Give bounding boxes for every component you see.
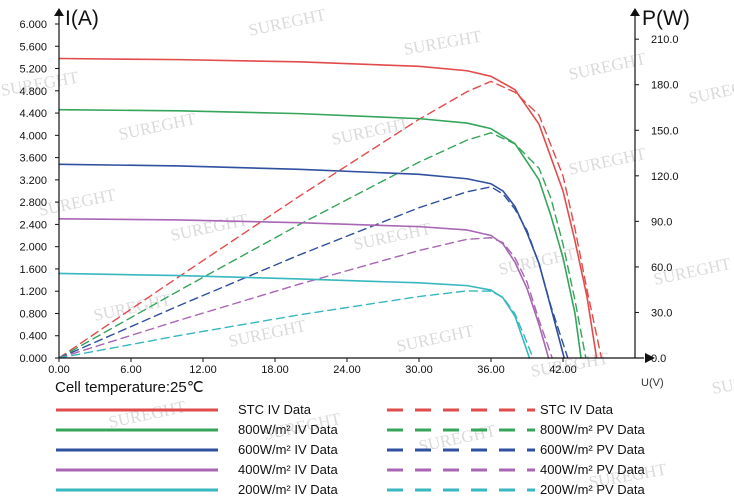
x-tick-label: 0.00 <box>48 364 69 376</box>
x-tick-label: 42.00 <box>549 364 577 376</box>
x-tick-label: 18.00 <box>261 364 289 376</box>
right-tick-label: 60.0 <box>651 262 672 274</box>
watermark-text: SUREGHT <box>330 114 411 149</box>
legend-solid-label-4: 200W/m² IV Data <box>238 482 338 497</box>
right-tick-label: 150.0 <box>651 125 679 137</box>
series-line-0-iv <box>58 57 598 359</box>
right-axis-arrow <box>630 8 640 16</box>
watermark-text: SUREGHT <box>92 290 173 325</box>
x-tick-label: 6.00 <box>120 364 141 376</box>
watermark-text: SUREGHT <box>395 321 476 356</box>
left-tick-label: 2.400 <box>19 219 47 231</box>
right-tick-label: 210.0 <box>651 34 679 46</box>
series-line-4-pv <box>58 290 534 359</box>
right-tick-label: 180.0 <box>651 80 679 92</box>
legend-dashed-label-2: 600W/m² PV Data <box>540 442 646 457</box>
labels: 0.000 0.400 0.800 1.200 1.600 2.000 2.400 2.800… <box>19 7 689 396</box>
left-axis-title: I(A) <box>65 7 99 30</box>
left-tick-label: 6.000 <box>19 19 47 31</box>
series-line-0-pv <box>58 80 603 359</box>
series-line-1-iv <box>58 108 582 359</box>
left-tick-label: 4.800 <box>19 86 47 98</box>
plot-area <box>58 57 603 359</box>
right-tick-label: 120.0 <box>651 171 679 183</box>
x-tick-label: 24.00 <box>333 364 361 376</box>
temperature-note: Cell temperature:25℃ <box>55 379 204 396</box>
left-tick-label: 4.400 <box>19 108 47 120</box>
watermark-text: SUREGHT <box>117 109 198 144</box>
left-tick-label: 0.000 <box>19 353 47 365</box>
axes <box>54 8 655 363</box>
x-axis-title: U(V) <box>641 377 664 389</box>
x-tick-label: 12.00 <box>189 364 217 376</box>
watermark-text: SUREGHT <box>247 5 328 40</box>
legend-solid-label-2: 600W/m² IV Data <box>238 442 338 457</box>
series-line-1-pv <box>58 132 587 359</box>
x-tick-label: 36.00 <box>477 364 505 376</box>
watermark-layer: SUREGHT SUREGHT SUREGHT SUREGHT SUREGHT SUREG… <box>0 5 734 492</box>
right-tick-label: 0.0 <box>651 353 666 365</box>
left-tick-label: 5.200 <box>19 64 47 76</box>
legend-dashed-label-4: 200W/m² PV Data <box>540 482 646 497</box>
series-line-4-iv <box>58 272 531 359</box>
watermark-text: SUREGHT <box>402 27 483 59</box>
legend-dashed-label-3: 400W/m² PV Data <box>540 462 646 477</box>
series-line-2-iv <box>58 163 565 359</box>
watermark-text: SUREGHT <box>687 73 734 108</box>
left-tick-label: 2.000 <box>19 242 47 254</box>
watermark-text: SUREGHT <box>710 366 734 398</box>
legend: STC IV Data STC IV Data 800W/m² IV Data 800… <box>56 402 646 497</box>
left-tick-label: 1.200 <box>19 286 47 298</box>
series-line-2-pv <box>58 186 569 359</box>
left-tick-label: 3.200 <box>19 175 47 187</box>
watermark-text: SUREGHT <box>37 185 118 220</box>
watermark-text: SUREGHT <box>107 397 188 432</box>
left-axis-arrow <box>54 8 64 16</box>
watermark-text: SUREGHT <box>227 316 308 351</box>
left-tick-label: 3.600 <box>19 153 47 165</box>
legend-solid-label-0: STC IV Data <box>238 402 312 417</box>
right-tick-label: 90.0 <box>651 216 672 228</box>
legend-solid-label-3: 400W/m² IV Data <box>238 462 338 477</box>
left-tick-label: 0.800 <box>19 308 47 320</box>
x-axis-arrow <box>645 353 655 363</box>
legend-dashed-label-0: STC IV Data <box>540 402 614 417</box>
left-tick-label: 1.600 <box>19 264 47 276</box>
series-line-3-pv <box>58 237 553 359</box>
left-tick-label: 0.400 <box>19 331 47 343</box>
x-tick-label: 30.00 <box>405 364 433 376</box>
watermark-text: SUREGHT <box>567 144 648 179</box>
left-tick-label: 5.600 <box>19 41 47 53</box>
left-tick-label: 2.800 <box>19 197 47 209</box>
watermark-text: SUREGHT <box>169 210 250 245</box>
watermark-text: SUREGHT <box>567 49 648 84</box>
right-axis-title: P(W) <box>642 7 690 30</box>
right-tick-label: 30.0 <box>651 307 672 319</box>
legend-solid-label-1: 800W/m² IV Data <box>238 422 338 437</box>
series-line-3-iv <box>58 218 550 359</box>
legend-dashed-label-1: 800W/m² PV Data <box>540 422 646 437</box>
left-tick-label: 4.000 <box>19 130 47 142</box>
